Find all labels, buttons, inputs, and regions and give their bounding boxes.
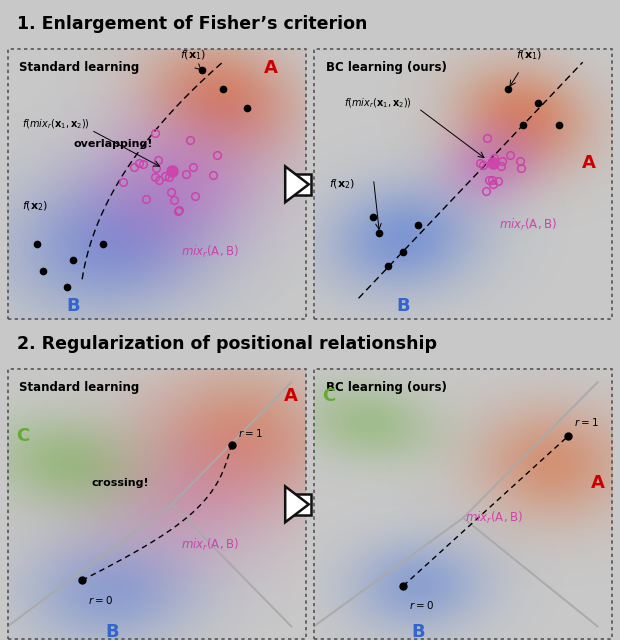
Text: $r=1$: $r=1$ xyxy=(237,427,262,439)
Text: $f(\mathbf{x}_2)$: $f(\mathbf{x}_2)$ xyxy=(329,177,355,191)
Text: B: B xyxy=(412,623,425,640)
Text: $r=0$: $r=0$ xyxy=(88,594,113,606)
Text: $r=0$: $r=0$ xyxy=(409,599,434,611)
Text: Standard learning: Standard learning xyxy=(19,61,140,74)
Text: BC learning (ours): BC learning (ours) xyxy=(326,381,446,394)
Text: A: A xyxy=(285,387,298,404)
Polygon shape xyxy=(285,166,309,202)
Text: C: C xyxy=(322,387,335,404)
Text: 1. Enlargement of Fisher’s criterion: 1. Enlargement of Fisher’s criterion xyxy=(17,15,367,33)
Text: BC learning (ours): BC learning (ours) xyxy=(326,61,446,74)
Text: $r=1$: $r=1$ xyxy=(574,417,598,428)
Text: $f(mix_r(\mathbf{x}_1, \mathbf{x}_2))$: $f(mix_r(\mathbf{x}_1, \mathbf{x}_2))$ xyxy=(22,118,91,131)
Text: C: C xyxy=(16,428,29,445)
Text: $mix_r(\mathrm{A,B})$: $mix_r(\mathrm{A,B})$ xyxy=(465,510,523,526)
Text: $mix_r(\mathrm{A,B})$: $mix_r(\mathrm{A,B})$ xyxy=(181,537,239,553)
Text: $f(mix_r(\mathbf{x}_1, \mathbf{x}_2))$: $f(mix_r(\mathbf{x}_1, \mathbf{x}_2))$ xyxy=(343,96,412,109)
Text: $f(\mathbf{x}_2)$: $f(\mathbf{x}_2)$ xyxy=(22,199,48,213)
Text: $mix_r(\mathrm{A,B})$: $mix_r(\mathrm{A,B})$ xyxy=(181,244,239,260)
Text: A: A xyxy=(582,154,596,172)
Text: B: B xyxy=(66,298,80,316)
Text: crossing!: crossing! xyxy=(91,477,149,488)
Text: B: B xyxy=(105,623,119,640)
Polygon shape xyxy=(285,486,309,522)
Text: B: B xyxy=(397,298,410,316)
Text: A: A xyxy=(591,474,604,492)
Text: overlapping!: overlapping! xyxy=(73,139,153,148)
Text: A: A xyxy=(264,59,277,77)
Text: $mix_r(\mathrm{A,B})$: $mix_r(\mathrm{A,B})$ xyxy=(499,217,557,233)
Text: $f(\mathbf{x}_1)$: $f(\mathbf{x}_1)$ xyxy=(516,49,542,62)
Text: 2. Regularization of positional relationship: 2. Regularization of positional relation… xyxy=(17,335,436,353)
Polygon shape xyxy=(285,174,311,195)
Text: $f(\mathbf{x}_1)$: $f(\mathbf{x}_1)$ xyxy=(180,49,206,62)
Text: Standard learning: Standard learning xyxy=(19,381,140,394)
Polygon shape xyxy=(285,494,311,515)
